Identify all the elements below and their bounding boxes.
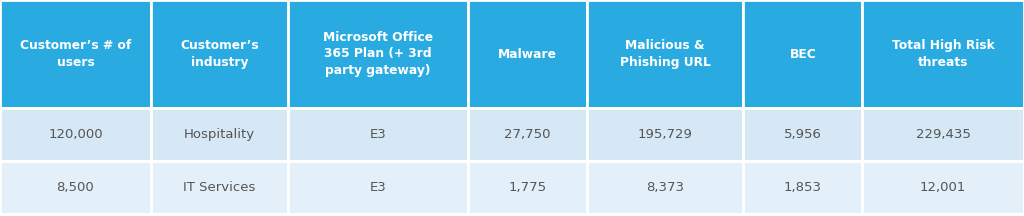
Bar [862,108,1024,161]
Bar [288,161,468,214]
Text: IT Services: IT Services [183,181,256,194]
Text: Total High Risk
threats: Total High Risk threats [892,39,994,69]
Bar [743,161,862,214]
Bar [587,161,743,214]
Bar [468,161,587,214]
Bar [288,108,468,161]
Text: 12,001: 12,001 [920,181,967,194]
Bar [587,0,743,108]
Bar [862,0,1024,108]
Text: E3: E3 [370,128,386,141]
Bar [468,0,587,108]
Text: 229,435: 229,435 [915,128,971,141]
Text: Hospitality: Hospitality [184,128,255,141]
Text: 5,956: 5,956 [784,128,822,141]
Bar [288,0,468,108]
Text: Malicious &
Phishing URL: Malicious & Phishing URL [620,39,711,69]
Bar [0,108,151,161]
Text: 120,000: 120,000 [48,128,102,141]
Text: Customer’s
industry: Customer’s industry [180,39,259,69]
Text: 195,729: 195,729 [638,128,692,141]
Text: Customer’s # of
users: Customer’s # of users [19,39,131,69]
Bar [743,108,862,161]
Bar [587,108,743,161]
Bar [151,161,288,214]
Bar [862,161,1024,214]
Bar [151,108,288,161]
Bar [151,0,288,108]
Text: 27,750: 27,750 [504,128,551,141]
Text: 8,373: 8,373 [646,181,684,194]
Bar [743,0,862,108]
Bar [468,108,587,161]
Text: Microsoft Office
365 Plan (+ 3rd
party gateway): Microsoft Office 365 Plan (+ 3rd party g… [323,31,433,77]
Bar [0,161,151,214]
Text: Malware: Malware [498,48,557,60]
Text: BEC: BEC [790,48,816,60]
Bar [0,0,151,108]
Text: 1,775: 1,775 [508,181,547,194]
Text: 8,500: 8,500 [56,181,94,194]
Text: 1,853: 1,853 [783,181,822,194]
Text: E3: E3 [370,181,386,194]
